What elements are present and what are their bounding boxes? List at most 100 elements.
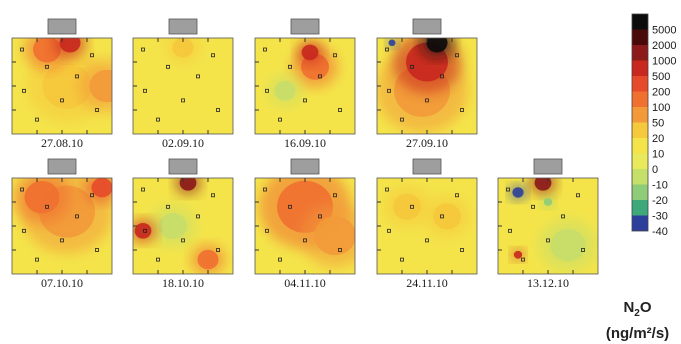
sample-point: [90, 53, 94, 58]
unit-subscript: 2: [634, 308, 640, 319]
colorbar-tick-label: -20: [652, 195, 668, 207]
colorbar-tick-label: 0: [652, 164, 658, 176]
panel-date-label: 27.09.10: [406, 136, 448, 150]
hotspot-core: [89, 69, 112, 103]
chamber-marker: [412, 158, 442, 175]
panel-16.09.10: 16.09.10: [254, 18, 356, 150]
hotspot-core: [314, 216, 355, 256]
panel-date-label: 18.10.10: [162, 276, 204, 290]
sample-point: [303, 238, 307, 243]
sample-point: [385, 187, 389, 192]
sample-point: [95, 248, 99, 252]
sample-point: [410, 64, 414, 69]
sample-point: [60, 98, 64, 103]
colorbar-tick-label: 2000: [652, 40, 676, 52]
colorbar-tick-label: -40: [652, 226, 668, 238]
panel-24.11.10: 24.11.10: [376, 158, 478, 290]
sample-point: [20, 187, 24, 192]
sample-point: [576, 193, 580, 198]
panel-27.09.10: 27.09.10: [376, 18, 478, 150]
sample-point: [387, 228, 391, 233]
sample-point: [156, 257, 160, 262]
chamber-marker: [168, 18, 198, 35]
sample-point: [265, 88, 269, 93]
hotspot-core: [426, 38, 448, 53]
sample-point: [263, 47, 267, 52]
panel-02.09.10: 02.09.10: [132, 18, 234, 150]
sample-point: [278, 117, 282, 122]
sample-point: [166, 64, 170, 69]
sample-point: [278, 257, 282, 262]
sample-point: [141, 47, 145, 52]
colorbar-tick-label: 20: [652, 133, 664, 145]
sample-point: [196, 74, 200, 79]
sample-point: [216, 248, 220, 252]
sample-point: [141, 187, 145, 192]
unit-units: (ng/m²/s): [605, 325, 670, 342]
panel-date-label: 16.09.10: [284, 136, 326, 150]
sample-point: [35, 117, 39, 122]
hotspot-core: [197, 249, 219, 270]
panel-04.11.10: 04.11.10: [254, 158, 356, 290]
unit-label: N2O (ng/m²/s): [600, 298, 675, 344]
sample-point: [506, 187, 510, 192]
sample-point: [263, 187, 267, 192]
hotspot-core: [388, 39, 396, 47]
colorbar-tick-label: 10: [652, 149, 664, 161]
sample-point: [60, 238, 64, 243]
sample-point: [410, 204, 414, 209]
hotspot-core: [159, 213, 187, 239]
chamber-marker: [290, 18, 320, 35]
panel-date-label: 04.11.10: [284, 276, 326, 290]
hotspot-core: [179, 178, 197, 191]
sample-point: [460, 108, 464, 112]
chamber-marker: [47, 18, 77, 35]
sample-point: [45, 204, 49, 209]
sample-point: [440, 214, 444, 219]
colorbar-swatch: [632, 153, 648, 169]
sample-point: [211, 193, 215, 198]
sample-point: [460, 248, 464, 252]
sample-point: [288, 64, 292, 69]
unit-quantity: N: [623, 299, 635, 316]
hotspot-core: [433, 203, 461, 230]
sample-point: [338, 248, 342, 252]
chamber-marker: [290, 158, 320, 175]
hotspot-core: [301, 44, 319, 61]
hotspot-core: [42, 63, 92, 109]
chamber-marker: [47, 158, 77, 175]
sample-point: [440, 74, 444, 79]
sample-point: [211, 53, 215, 58]
hotspot-core: [91, 178, 112, 198]
sample-point: [20, 47, 24, 52]
sample-point: [581, 248, 585, 252]
sample-point: [455, 193, 459, 198]
sample-point: [425, 238, 429, 243]
colorbar-tick-label: -10: [652, 180, 668, 192]
hotspot-core: [172, 38, 194, 58]
panel-18.10.10: 18.10.10: [132, 158, 234, 290]
colorbar-swatch: [632, 29, 648, 45]
sample-point: [22, 88, 26, 93]
colorbar-swatch: [632, 200, 648, 216]
hotspot-core: [59, 38, 81, 53]
panel-date-label: 13.12.10: [527, 276, 569, 290]
sample-point: [561, 214, 565, 219]
sample-point: [508, 228, 512, 233]
sample-point: [35, 257, 39, 262]
sample-point: [90, 193, 94, 198]
colorbar-tick-label: 200: [652, 87, 670, 99]
colorbar-swatch: [632, 45, 648, 61]
sample-point: [425, 98, 429, 103]
sample-point: [521, 257, 525, 262]
sample-point: [400, 257, 404, 262]
panel-13.12.10: 13.12.10: [497, 158, 599, 290]
sample-point: [338, 108, 342, 112]
panel-27.08.10: 27.08.10: [11, 18, 113, 150]
sample-point: [45, 64, 49, 69]
colorbar-swatch: [632, 138, 648, 154]
panel-date-label: 02.09.10: [162, 136, 204, 150]
hotspot-core: [512, 187, 524, 198]
hotspot-core: [393, 193, 421, 220]
